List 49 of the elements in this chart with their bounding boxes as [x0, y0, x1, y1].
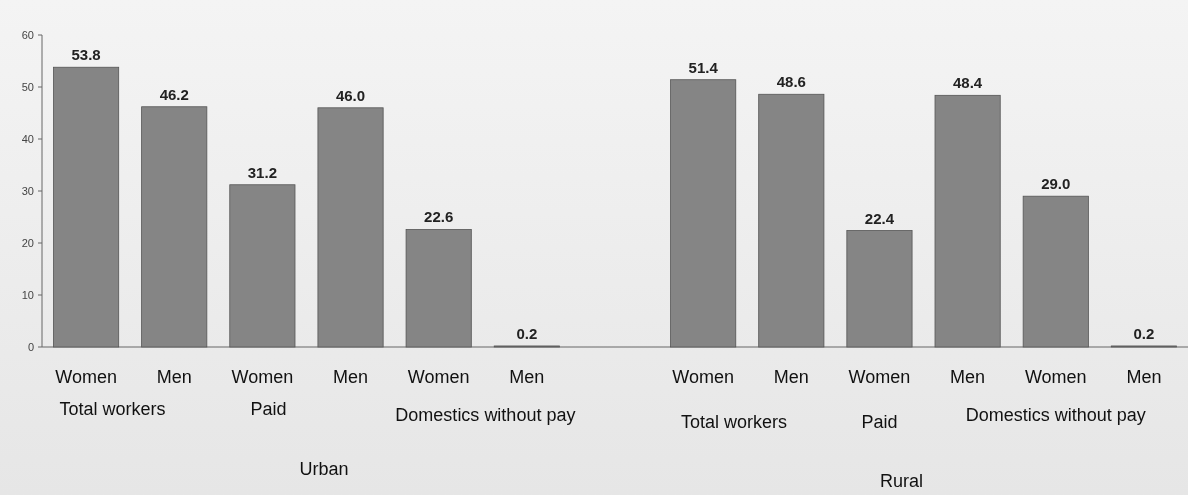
- x-tick-label: Men: [950, 367, 986, 387]
- bar: [934, 94, 1001, 348]
- x-tick-label: Women: [1024, 367, 1087, 387]
- data-label: 48.4: [953, 74, 983, 92]
- text: Rural: [879, 471, 924, 491]
- data-label: 46.0: [335, 86, 366, 104]
- x-tick-label: Women: [55, 367, 117, 387]
- y-tick-label: 0: [27, 340, 34, 353]
- data-label: 0.2: [1133, 324, 1155, 342]
- bar: [405, 229, 472, 348]
- data-label: 22.6: [424, 208, 454, 226]
- data-label: 51.4: [688, 58, 719, 76]
- text: Total workers: [59, 399, 166, 419]
- y-tick-label: 10: [21, 288, 34, 301]
- text: Domestics without pay: [965, 405, 1146, 425]
- data-label: 22.4: [864, 209, 895, 227]
- x-tick-label: Men: [773, 367, 809, 387]
- y-tick-label: 40: [21, 132, 34, 145]
- x-tick-label: Men: [333, 367, 369, 387]
- y-tick-label: 60: [21, 28, 34, 41]
- x-tick-label: Men: [156, 367, 192, 387]
- x-tick-label: Women: [231, 367, 294, 387]
- data-label: 53.8: [71, 46, 101, 64]
- bar: [846, 230, 913, 348]
- text: Total workers: [680, 412, 788, 432]
- data-label: 0.2: [516, 324, 538, 342]
- text: Paid: [250, 399, 287, 419]
- y-tick-label: 50: [21, 80, 34, 93]
- x-tick-label: Men: [509, 367, 545, 387]
- text: Paid: [861, 412, 898, 432]
- bar: [53, 66, 120, 348]
- bar: [317, 107, 384, 348]
- y-tick-label: 20: [21, 236, 34, 249]
- x-tick-label: Women: [848, 367, 911, 387]
- data-label: 31.2: [247, 163, 277, 181]
- bar: [1022, 195, 1089, 348]
- x-tick-label: Women: [672, 367, 735, 387]
- data-label: 29.0: [1041, 175, 1071, 193]
- bar: [141, 106, 208, 348]
- bar: [758, 93, 825, 348]
- x-tick-label: Men: [1126, 367, 1162, 387]
- text: Urban: [299, 459, 349, 479]
- x-tick-label: Women: [407, 367, 470, 387]
- y-tick-label: 30: [21, 184, 34, 197]
- text: Domestics without pay: [395, 405, 576, 425]
- data-label: 48.6: [776, 73, 806, 91]
- bar: [670, 79, 737, 348]
- bar: [229, 184, 296, 348]
- data-label: 46.2: [159, 85, 189, 103]
